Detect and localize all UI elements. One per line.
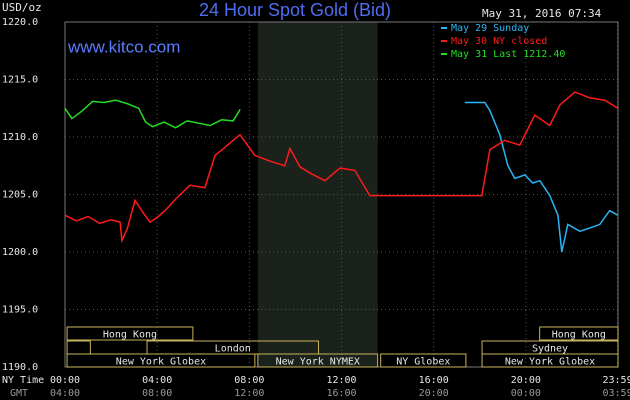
session-label: Sydney: [532, 344, 568, 355]
session-box: [380, 353, 467, 368]
x-tick-label: 00:00: [50, 375, 80, 386]
session-label: NY Globex: [396, 357, 450, 368]
gmt-tick-label: 03:59: [602, 388, 630, 399]
y-tick-label: 1205.0: [2, 190, 38, 201]
x-tick-label: 20:00: [511, 375, 541, 386]
legend-label: May 31 Last 1212.40: [451, 49, 565, 60]
session-box: [539, 326, 619, 341]
source-url: www.kitco.com: [67, 37, 180, 56]
session-label: London: [215, 344, 251, 355]
session-label: New York NYMEX: [276, 357, 360, 368]
timestamp: May 31, 2016 07:34: [482, 7, 602, 20]
x-axis-label: NY Time: [2, 375, 44, 386]
price-line: [64, 91, 619, 244]
y-axis-label: USD/oz: [2, 1, 42, 14]
session-label: New York Globex: [116, 357, 206, 368]
chart-title: 24 Hour Spot Gold (Bid): [199, 0, 391, 20]
session-box: [66, 326, 194, 341]
gmt-tick-label: 12:00: [234, 388, 264, 399]
gmt-tick-label: 00:00: [511, 388, 541, 399]
session-box: [257, 353, 379, 368]
y-tick-label: 1215.0: [2, 75, 38, 86]
gmt-tick-label: 20:00: [419, 388, 449, 399]
y-tick-label: 1210.0: [2, 132, 38, 143]
session-box: [66, 340, 91, 355]
x-tick-label: 08:00: [234, 375, 264, 386]
x-tick-label: 12:00: [326, 375, 356, 386]
background-layer: [64, 21, 619, 368]
y-tick-label: 1190.0: [2, 362, 38, 373]
legend-label: May 29 Sunday: [451, 23, 529, 34]
session-label: New York Globex: [505, 357, 595, 368]
session-box: [481, 353, 619, 368]
session-label: Hong Kong: [552, 330, 606, 341]
price-line: [64, 99, 241, 129]
session-label: Hong Kong: [103, 330, 157, 341]
x2-axis-label: GMT: [10, 388, 28, 399]
y-tick-label: 1200.0: [2, 247, 38, 258]
legend-label: May 30 NY closed: [451, 36, 547, 47]
session-box: [66, 353, 256, 368]
price-line: [464, 101, 619, 253]
gmt-tick-label: 16:00: [326, 388, 356, 399]
x-tick-label: 16:00: [419, 375, 449, 386]
x-tick-label: 23:59: [602, 375, 630, 386]
gmt-tick-label: 08:00: [142, 388, 172, 399]
gmt-tick-label: 04:00: [50, 388, 80, 399]
y-tick-label: 1220.0: [2, 17, 38, 28]
x-tick-label: 04:00: [142, 375, 172, 386]
y-tick-label: 1195.0: [2, 305, 38, 316]
